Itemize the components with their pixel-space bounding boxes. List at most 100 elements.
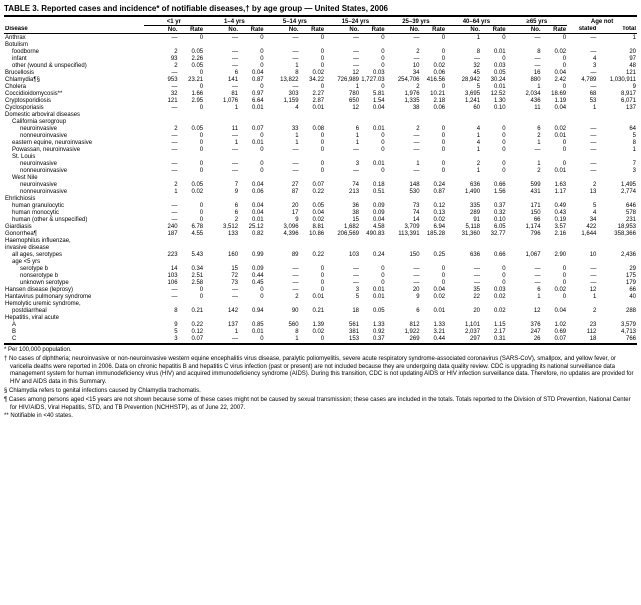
- data-cell: 0: [360, 83, 386, 90]
- data-cell: —: [325, 265, 360, 272]
- data-cell: 6: [204, 202, 239, 209]
- data-cell: 1.02: [542, 321, 568, 328]
- data-cell: 0.02: [421, 216, 447, 223]
- data-cell: 953: [144, 76, 179, 83]
- data-cell: [300, 237, 326, 244]
- data-cell: 5,118: [446, 223, 481, 230]
- data-cell: 32: [144, 90, 179, 97]
- footnote-4: ** Notifiable in <40 states.: [10, 413, 637, 421]
- data-cell: 0.21: [179, 307, 205, 314]
- data-cell: —: [265, 286, 300, 293]
- data-cell: 20: [597, 48, 637, 55]
- data-cell: —: [144, 202, 179, 209]
- disease-name: human granulocytic: [4, 202, 144, 209]
- data-cell: [567, 244, 597, 251]
- data-cell: [386, 195, 421, 202]
- data-cell: —: [144, 104, 179, 111]
- data-cell: 68: [567, 90, 597, 97]
- data-cell: 0.12: [421, 202, 447, 209]
- data-cell: [446, 153, 481, 160]
- footnotes: * Per 100,000 population. † No cases of …: [4, 347, 637, 421]
- data-cell: 0: [300, 286, 326, 293]
- data-cell: 796: [507, 230, 542, 237]
- data-cell: [144, 314, 179, 321]
- data-cell: 0.09: [360, 209, 386, 216]
- data-cell: [239, 314, 265, 321]
- disease-name: Hemolytic uremic syndrome,: [4, 300, 144, 307]
- data-cell: [239, 153, 265, 160]
- data-cell: 0.03: [360, 69, 386, 76]
- data-cell: 3,695: [446, 90, 481, 97]
- data-cell: 0: [179, 34, 205, 42]
- data-cell: —: [144, 132, 179, 139]
- data-cell: 4: [265, 104, 300, 111]
- table-row: nonneuroinvasive10.0290.06870.222130.515…: [4, 188, 637, 195]
- data-cell: —: [325, 167, 360, 174]
- data-cell: 0: [481, 139, 507, 146]
- data-cell: 1: [597, 146, 637, 153]
- data-cell: [421, 300, 447, 307]
- data-cell: [542, 237, 568, 244]
- data-cell: —: [204, 286, 239, 293]
- data-cell: 14: [144, 265, 179, 272]
- data-cell: 0: [421, 265, 447, 272]
- data-cell: [325, 300, 360, 307]
- data-cell: 1,682: [325, 223, 360, 230]
- data-cell: 0.01: [300, 293, 326, 300]
- data-cell: [144, 300, 179, 307]
- data-cell: [542, 258, 568, 265]
- data-cell: 0.66: [481, 181, 507, 188]
- disease-name: infant: [4, 55, 144, 62]
- data-cell: 1: [265, 62, 300, 69]
- data-cell: 0: [481, 265, 507, 272]
- data-cell: [481, 41, 507, 48]
- data-cell: —: [265, 48, 300, 55]
- data-cell: 10: [567, 251, 597, 258]
- data-cell: 121: [144, 97, 179, 104]
- data-cell: 0: [481, 146, 507, 153]
- data-cell: [446, 237, 481, 244]
- data-cell: 1.19: [542, 97, 568, 104]
- disease-name: St. Louis: [4, 153, 144, 160]
- data-cell: —: [567, 146, 597, 153]
- data-cell: [265, 195, 300, 202]
- data-cell: 2: [567, 181, 597, 188]
- data-cell: [507, 314, 542, 321]
- data-cell: [179, 153, 205, 160]
- data-cell: 0: [179, 69, 205, 76]
- data-cell: 6.94: [421, 223, 447, 230]
- data-cell: 1,241: [446, 97, 481, 104]
- data-cell: —: [265, 167, 300, 174]
- data-cell: [542, 111, 568, 118]
- data-cell: 6.05: [481, 223, 507, 230]
- data-cell: [300, 195, 326, 202]
- data-cell: —: [144, 209, 179, 216]
- data-cell: 269: [386, 335, 421, 342]
- data-cell: [179, 300, 205, 307]
- data-cell: 0.07: [542, 335, 568, 342]
- data-cell: 1: [507, 139, 542, 146]
- data-cell: [481, 174, 507, 181]
- data-cell: 0: [239, 286, 265, 293]
- data-cell: 0: [360, 62, 386, 69]
- data-cell: [265, 153, 300, 160]
- data-cell: [421, 237, 447, 244]
- table-row: infant932.26—0—0—0—0—0—0497: [4, 55, 637, 62]
- data-cell: 0: [542, 160, 568, 167]
- data-cell: 0.02: [481, 307, 507, 314]
- data-cell: [507, 118, 542, 125]
- data-cell: 53: [567, 97, 597, 104]
- data-cell: 0.05: [179, 181, 205, 188]
- data-cell: 1: [507, 83, 542, 90]
- data-cell: 60: [446, 104, 481, 111]
- data-cell: [239, 237, 265, 244]
- data-cell: 0: [421, 139, 447, 146]
- data-cell: 1,101: [446, 321, 481, 328]
- data-cell: [446, 314, 481, 321]
- data-cell: 18.69: [542, 90, 568, 97]
- data-cell: —: [265, 34, 300, 42]
- data-cell: 0: [421, 125, 447, 132]
- data-cell: [360, 174, 386, 181]
- data-cell: 1: [204, 328, 239, 335]
- data-cell: 16: [507, 69, 542, 76]
